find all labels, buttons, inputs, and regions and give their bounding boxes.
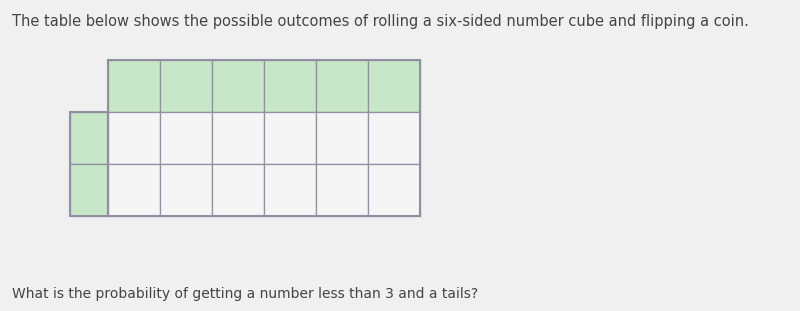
Text: What is the probability of getting a number less than 3 and a tails?: What is the probability of getting a num… <box>12 287 478 301</box>
Text: H6: H6 <box>384 131 404 146</box>
Text: T: T <box>85 183 94 197</box>
Text: T2: T2 <box>177 183 195 197</box>
Text: H1: H1 <box>124 131 144 146</box>
Text: 6: 6 <box>390 78 398 94</box>
Text: 2: 2 <box>182 78 190 94</box>
Text: H5: H5 <box>332 131 352 146</box>
Text: 4: 4 <box>286 78 294 94</box>
Text: 3: 3 <box>234 78 242 94</box>
Text: T5: T5 <box>333 183 351 197</box>
Text: 1: 1 <box>130 78 138 94</box>
Text: The table below shows the possible outcomes of rolling a six-sided number cube a: The table below shows the possible outco… <box>12 14 749 29</box>
Text: H3: H3 <box>228 131 248 146</box>
Text: H: H <box>83 131 94 146</box>
Text: H2: H2 <box>176 131 196 146</box>
Text: H4: H4 <box>280 131 300 146</box>
Text: 5: 5 <box>338 78 346 94</box>
Text: T4: T4 <box>281 183 299 197</box>
Text: T6: T6 <box>385 183 403 197</box>
Text: T3: T3 <box>229 183 247 197</box>
Text: T1: T1 <box>125 183 143 197</box>
